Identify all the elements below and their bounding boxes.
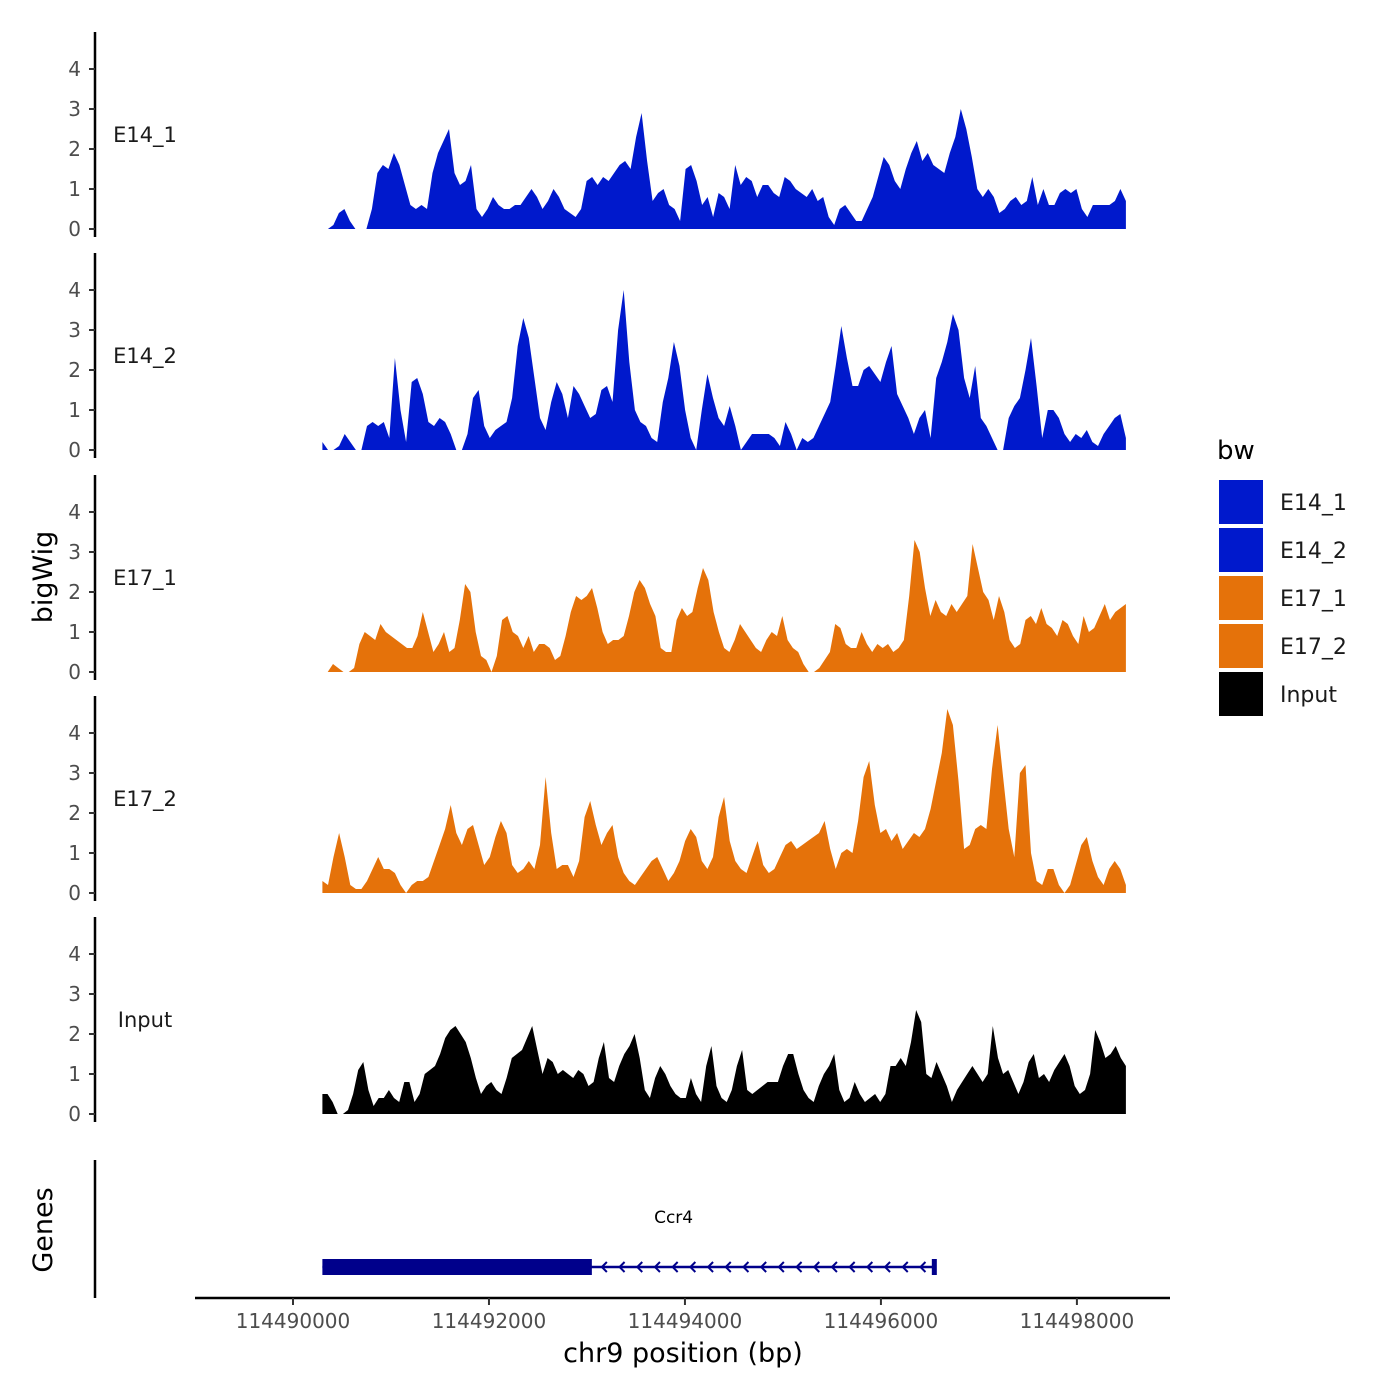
strand-arrow-icon	[848, 1261, 856, 1273]
legend-swatch	[1219, 624, 1263, 668]
track-label-E17_2: E17_2	[113, 787, 177, 812]
x-axis-title: chr9 position (bp)	[563, 1338, 803, 1369]
legend-item-E14_2: E14_2	[1219, 528, 1347, 572]
y-tick-label: 1	[68, 177, 81, 201]
signal-area-E17_2	[322, 709, 1126, 893]
x-tick-label: 114496000	[824, 1309, 939, 1333]
legend: bw E14_1 E14_2 E17_1 E17_2 Input	[1217, 436, 1347, 716]
strand-arrow-icon	[742, 1261, 750, 1273]
strand-arrow-icon	[901, 1261, 909, 1273]
x-tick-label: 114494000	[628, 1309, 743, 1333]
y-tick-label: 0	[68, 660, 81, 684]
genes-axis-title: Genes	[28, 1187, 59, 1272]
legend-item-E17_1: E17_1	[1219, 576, 1347, 620]
x-tick-label: 114492000	[432, 1309, 547, 1333]
x-axis: 114490000 114492000 114494000 114496000 1144…	[195, 1296, 1170, 1333]
genes-layer: Ccr4	[93, 1160, 937, 1298]
strand-arrow-icon	[795, 1261, 803, 1273]
strand-arrow-icon	[865, 1261, 874, 1273]
y-tick-label: 0	[68, 217, 81, 241]
y-tick-label: 4	[68, 942, 81, 966]
y-tick-label: 4	[68, 57, 81, 81]
y-tick-label: 3	[68, 540, 81, 564]
legend-item-E14_1: E14_1	[1219, 480, 1347, 524]
track-label-E14_2: E14_2	[113, 344, 177, 369]
track-E17_2: 0 1 2 3 4 E17_2	[68, 696, 1126, 905]
signal-area-Input	[322, 1010, 1126, 1114]
track-label-E17_1: E17_1	[113, 566, 177, 591]
legend-label: Input	[1280, 683, 1337, 708]
y-tick-label: 0	[68, 881, 81, 905]
legend-label: E14_1	[1280, 491, 1347, 516]
signal-area-E17_1	[322, 540, 1126, 672]
strand-arrow-icon	[812, 1261, 820, 1273]
legend-swatch	[1219, 672, 1263, 716]
y-tick-label: 3	[68, 761, 81, 785]
y-tick-label: 2	[68, 580, 81, 604]
strand-arrow-icon	[671, 1261, 679, 1273]
legend-label: E14_2	[1280, 539, 1347, 564]
y-tick-label: 4	[68, 721, 81, 745]
y-tick-label: 1	[68, 1062, 81, 1086]
strand-arrow-icon	[830, 1261, 838, 1273]
y-tick-label: 0	[68, 438, 81, 462]
x-tick-label: 114498000	[1020, 1309, 1135, 1333]
gene-exon-block	[322, 1259, 592, 1275]
strand-arrow-icon	[919, 1261, 927, 1273]
gene-Ccr4: Ccr4	[322, 1208, 937, 1275]
y-tick-label: 4	[68, 278, 81, 302]
y-tick-label: 0	[68, 1102, 81, 1126]
legend-items: E14_1 E14_2 E17_1 E17_2 Input	[1219, 480, 1347, 716]
y-tick-label: 1	[68, 398, 81, 422]
legend-label: E17_1	[1280, 587, 1347, 612]
legend-item-Input: Input	[1219, 672, 1337, 716]
track-label-E14_1: E14_1	[113, 123, 177, 148]
legend-swatch	[1219, 480, 1263, 524]
gene-label-Ccr4: Ccr4	[654, 1208, 693, 1228]
strand-arrow-icon	[883, 1261, 891, 1273]
y-tick-label: 2	[68, 801, 81, 825]
track-label-Input: Input	[118, 1008, 172, 1032]
strand-arrow-icon	[635, 1261, 643, 1273]
y-tick-label: 2	[68, 137, 81, 161]
strand-arrow-icon	[706, 1261, 714, 1273]
legend-label: E17_2	[1280, 635, 1347, 660]
track-E17_1: 0 1 2 3 4 E17_1	[68, 475, 1126, 684]
legend-item-E17_2: E17_2	[1219, 624, 1347, 668]
legend-swatch	[1219, 528, 1263, 572]
strand-arrow-icon	[724, 1261, 732, 1273]
strand-arrow-icon	[759, 1261, 767, 1273]
strand-arrow-icon	[688, 1261, 697, 1273]
track-E14_1: 0 1 2 3 4 E14_1	[68, 32, 1126, 241]
legend-swatch	[1219, 576, 1263, 620]
y-tick-label: 3	[68, 97, 81, 121]
strand-arrow-icon	[777, 1261, 785, 1273]
strand-arrow-icon	[618, 1261, 626, 1273]
y-axis-title: bigWig	[28, 531, 59, 624]
gene-exon-block	[931, 1259, 937, 1275]
y-tick-label: 3	[68, 982, 81, 1006]
strand-arrow-icon	[653, 1261, 661, 1273]
signal-area-E14_2	[322, 290, 1126, 450]
y-tick-label: 1	[68, 620, 81, 644]
y-tick-label: 1	[68, 841, 81, 865]
y-tick-label: 2	[68, 358, 81, 382]
signal-area-E14_1	[322, 109, 1126, 229]
track-Input: 0 1 2 3 4 Input	[68, 917, 1126, 1126]
legend-title: bw	[1217, 436, 1255, 466]
y-tick-label: 4	[68, 500, 81, 524]
y-tick-label: 2	[68, 1022, 81, 1046]
y-tick-label: 3	[68, 318, 81, 342]
x-tick-label: 114490000	[236, 1309, 351, 1333]
strand-arrow-icon	[600, 1261, 608, 1273]
track-E14_2: 0 1 2 3 4 E14_2	[68, 253, 1126, 462]
tracks-layer: 0 1 2 3 4 E14_1 0 1 2 3 4 E14_2 0 1 2 3 4 E17_1 0 1 2 3 4 E17_2…	[68, 32, 1126, 1126]
